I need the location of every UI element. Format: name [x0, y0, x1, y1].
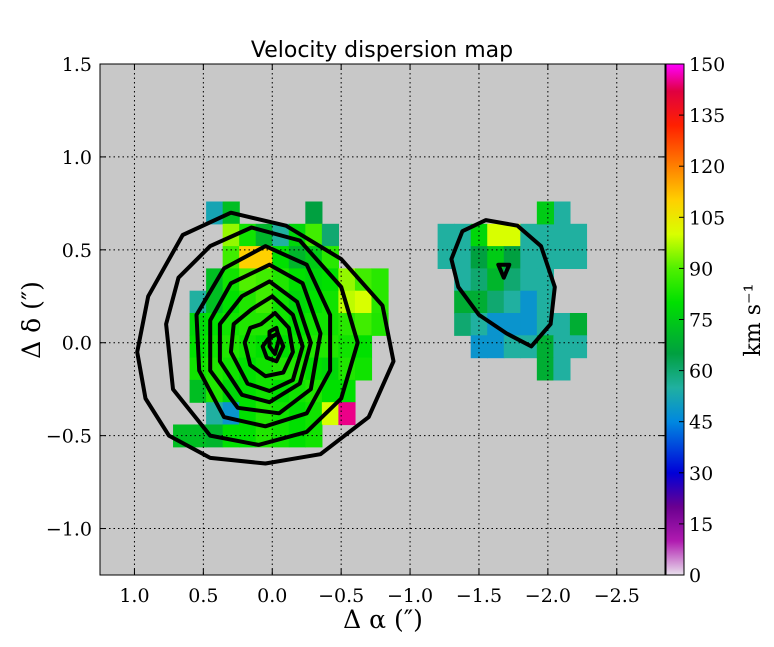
heatmap-cell — [569, 312, 588, 336]
heatmap-cell — [222, 290, 240, 314]
heatmap-cell — [569, 335, 588, 359]
x-axis: 1.0 0.5 0.0 −0.5 −1.0 −1.5 −2.0 −2.5 — [119, 64, 640, 607]
heatmap-cell — [536, 335, 554, 359]
heatmap-cell — [470, 335, 488, 359]
chart-title: Velocity dispersion map — [251, 38, 513, 63]
heatmap-cell — [371, 268, 389, 292]
plot-area — [99, 63, 666, 576]
heatmap-cell — [536, 357, 554, 381]
heatmap-cell — [354, 290, 373, 314]
colorbar-tick-label: 0 — [689, 565, 701, 587]
colorbar-tick-label: 150 — [689, 54, 725, 76]
contour-line — [267, 325, 282, 356]
heatmap-cell — [553, 312, 571, 336]
heatmap-cell — [437, 223, 455, 247]
heatmap-cell — [321, 402, 340, 426]
heatmap-cell — [487, 223, 505, 247]
contour-line — [135, 210, 396, 466]
contour-line — [208, 262, 323, 416]
x-tick-label: −1.0 — [387, 585, 433, 607]
heatmap-cell — [520, 312, 538, 336]
heatmap-cell — [454, 312, 472, 336]
heatmap-cell — [487, 290, 505, 314]
contour-line — [496, 262, 512, 280]
contour-line — [449, 218, 557, 349]
y-tick-label: −1.0 — [46, 519, 92, 541]
heatmap-cell — [321, 268, 340, 292]
heatmap-cell — [553, 246, 571, 269]
x-tick-label: −2.0 — [525, 585, 571, 607]
y-tick-label: 0.5 — [62, 240, 92, 262]
heatmap-cell — [520, 290, 538, 314]
heatmap-cell — [503, 268, 521, 292]
x-tick-label: −1.5 — [456, 585, 502, 607]
heatmap-cell — [470, 268, 488, 292]
x-tick-label: 0.5 — [188, 585, 218, 607]
heatmap-cell — [239, 312, 257, 336]
heatmap-cell — [536, 201, 554, 225]
heatmap-cell — [321, 223, 340, 247]
colorbar-tick-label: 60 — [689, 361, 713, 383]
heatmap-cell — [536, 223, 554, 247]
heatmap-cell — [553, 223, 571, 247]
heatmap-cell — [354, 268, 373, 292]
y-tick-label: 0.0 — [62, 333, 92, 355]
y-axis: 1.5 1.0 0.5 0.0 −0.5 −1.0 — [46, 54, 665, 541]
heatmap-cell — [553, 357, 571, 381]
heatmap-cell — [189, 379, 207, 403]
heatmap-cell — [321, 379, 340, 403]
x-tick-label: 0.0 — [257, 585, 287, 607]
heatmap-cell — [520, 246, 538, 269]
heatmap-cell — [222, 268, 240, 292]
heatmap-cell — [569, 223, 588, 247]
colorbar-tick-label: 45 — [689, 412, 713, 434]
heatmap-cell — [503, 223, 521, 247]
heatmap-cell — [553, 335, 571, 359]
x-axis-label: Δ α (″) — [343, 605, 423, 634]
heatmap-cell — [338, 402, 356, 426]
y-axis-label: Δ δ (″) — [17, 281, 46, 359]
heatmap-cell — [569, 246, 588, 269]
heatmap-cell — [503, 335, 521, 359]
y-tick-label: 1.5 — [62, 54, 92, 76]
contour-line — [217, 279, 313, 405]
heatmap-cell — [553, 201, 571, 225]
x-tick-label: −2.5 — [594, 585, 640, 607]
x-tick-label: 1.0 — [119, 585, 149, 607]
contour-line — [164, 225, 360, 447]
heatmap-cell — [536, 290, 554, 314]
heatmap-cell — [503, 312, 521, 336]
contour-line — [194, 244, 333, 429]
heatmap-cell — [503, 290, 521, 314]
heatmap-cell — [305, 201, 323, 225]
plot-frame — [99, 63, 666, 576]
heatmap-cell — [222, 312, 240, 336]
colorbar-tick-label: 120 — [689, 156, 725, 178]
heatmap-cell — [354, 312, 373, 336]
contour-line — [242, 311, 295, 379]
heatmap-cell — [520, 268, 538, 292]
heatmap-cell — [454, 246, 472, 269]
colorbar-tick-label: 135 — [689, 105, 725, 127]
y-tick-label: 1.0 — [62, 147, 92, 169]
heatmap-cell — [189, 424, 207, 448]
x-tick-label: −0.5 — [318, 585, 364, 607]
heatmap-cell — [354, 357, 373, 381]
contour-line — [228, 294, 305, 393]
heatmap-cell — [338, 268, 356, 292]
y-tick-label: −0.5 — [46, 426, 92, 448]
colorbar: 0 15 30 45 60 75 90 105 120 135 150 — [665, 54, 725, 587]
heatmap-cell — [255, 402, 273, 426]
heatmap-cell — [338, 335, 356, 359]
colorbar-tick-label: 15 — [689, 514, 713, 536]
colorbar-tick-label: 105 — [689, 207, 725, 229]
colorbar-tick-label: 90 — [689, 258, 713, 280]
heatmap-cell — [487, 268, 505, 292]
colorbar-tick-label: 30 — [689, 463, 713, 485]
colorbar-label: km s⁻¹ — [741, 284, 766, 357]
colorbar-tick-label: 75 — [689, 310, 713, 332]
heatmap-cell — [487, 335, 505, 359]
